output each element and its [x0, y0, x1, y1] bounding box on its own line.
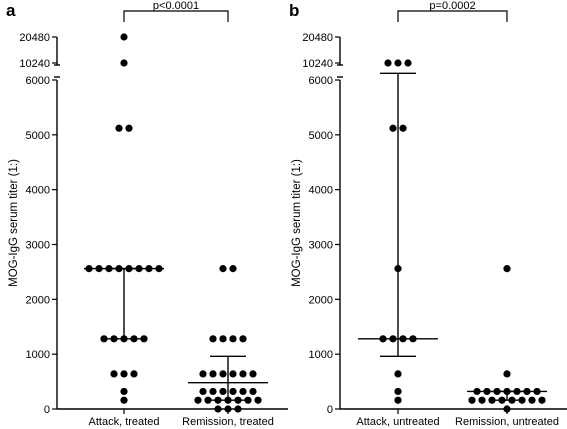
y-tick-label: 1000: [309, 349, 333, 361]
data-point: [384, 59, 392, 67]
data-point: [404, 59, 412, 67]
p-value-label: p=0.0002: [429, 0, 475, 12]
data-point: [229, 387, 237, 396]
y-tick-label: 3000: [26, 240, 50, 252]
data-point: [249, 387, 257, 396]
data-point: [120, 387, 128, 396]
data-point: [140, 335, 148, 343]
data-point: [199, 387, 207, 396]
y-tick-label: 10240: [19, 58, 50, 70]
y-tick-label: 20480: [19, 32, 50, 44]
data-point: [194, 396, 202, 404]
data-point: [239, 335, 247, 343]
x-category-label: Attack, treated: [89, 416, 160, 428]
y-tick-label: 0: [44, 404, 50, 416]
y-tick-label: 1000: [26, 349, 50, 361]
data-point: [209, 387, 217, 396]
data-point: [389, 124, 397, 132]
y-tick-label: 6000: [309, 75, 333, 87]
data-point: [394, 59, 402, 67]
data-point: [244, 396, 252, 404]
data-point: [120, 370, 128, 378]
y-tick-label: 0: [327, 404, 333, 416]
data-point: [229, 335, 237, 343]
data-point: [538, 396, 546, 404]
data-point: [229, 265, 237, 273]
data-point: [239, 370, 247, 378]
data-point: [503, 370, 511, 378]
y-tick-label: 4000: [26, 185, 50, 197]
data-point: [249, 370, 257, 378]
y-tick-label: 20480: [302, 32, 333, 44]
y-tick-label: 2000: [26, 294, 50, 306]
y-tick-label: 5000: [26, 130, 50, 142]
significance-bracket: [397, 10, 508, 22]
data-point: [120, 33, 128, 41]
y-axis-label: MOG-IgG serum titer (1:): [8, 159, 20, 287]
data-point: [219, 370, 227, 378]
data-point: [125, 124, 133, 132]
panel-label: a: [6, 1, 16, 20]
data-point: [214, 405, 222, 413]
data-point: [254, 396, 262, 404]
y-tick-label: 3000: [309, 240, 333, 252]
data-point: [478, 396, 486, 404]
data-point: [528, 396, 536, 404]
data-point: [110, 370, 118, 378]
data-point: [199, 370, 207, 378]
data-point: [394, 387, 402, 396]
data-point: [130, 370, 138, 378]
data-point: [209, 335, 217, 343]
y-tick-label: 2000: [309, 294, 333, 306]
data-point: [224, 405, 232, 413]
data-point: [219, 335, 227, 343]
data-point: [120, 396, 128, 404]
y-tick-label: 5000: [309, 130, 333, 142]
x-category-label: Attack, untreated: [356, 416, 439, 428]
data-point: [503, 405, 511, 413]
y-tick-label: 4000: [309, 185, 333, 197]
data-point: [234, 405, 242, 413]
data-point: [209, 370, 217, 378]
data-point: [468, 396, 476, 404]
data-point: [120, 59, 128, 67]
x-category-label: Remission, treated: [182, 416, 274, 428]
panel-label: b: [289, 1, 299, 20]
y-tick-label: 10240: [302, 58, 333, 70]
data-point: [115, 124, 123, 132]
data-point: [219, 387, 227, 396]
data-point: [204, 396, 212, 404]
data-point: [219, 265, 227, 273]
p-value-label: p<0.0001: [153, 0, 199, 12]
x-category-label: Remission, untreated: [455, 416, 559, 428]
data-point: [100, 335, 108, 343]
data-point: [394, 370, 402, 378]
data-point: [229, 370, 237, 378]
y-axis-label: MOG-IgG serum titer (1:): [291, 159, 303, 287]
data-point: [394, 396, 402, 404]
data-point: [399, 124, 407, 132]
y-tick-label: 6000: [26, 75, 50, 87]
data-point: [239, 387, 247, 396]
significance-bracket: [123, 10, 229, 22]
data-point: [503, 265, 511, 273]
